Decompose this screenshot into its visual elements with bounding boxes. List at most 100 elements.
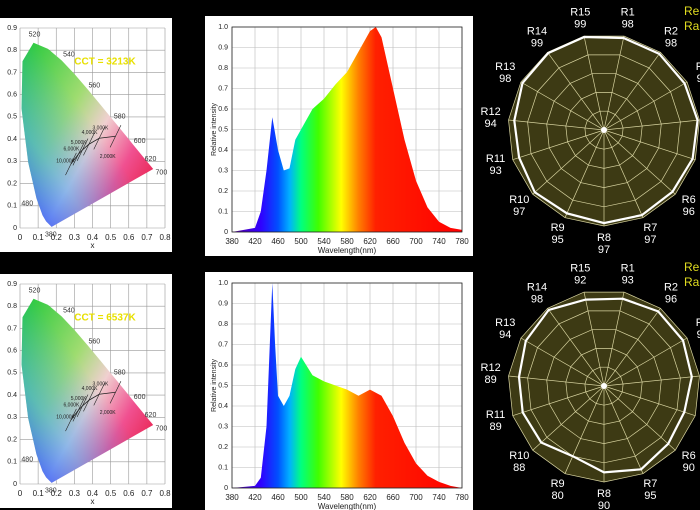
y-tick-label: 0.7	[7, 325, 17, 332]
x-tick-label: 0.4	[87, 233, 99, 242]
radar-ring	[527, 310, 681, 464]
x-tick-label: 0.4	[87, 489, 99, 498]
radar-spoke	[512, 129, 605, 160]
y-tick-label: 0.6	[7, 348, 17, 355]
radar-category-label: R15	[570, 6, 590, 18]
locus-label: 560	[88, 83, 100, 90]
isotherm	[65, 408, 77, 432]
y-tick-label: 0.2	[7, 180, 17, 187]
y-axis-label: Relative intensity	[211, 103, 218, 156]
spectrum-area	[232, 27, 462, 232]
radar-category-label: R11	[486, 153, 505, 165]
spectral-locus-blue	[21, 298, 154, 483]
spectrum-area	[232, 283, 462, 488]
locus-label: 620	[145, 412, 157, 419]
radar-value-label: 94	[484, 118, 496, 130]
radar-spoke	[520, 337, 605, 387]
radar-spoke	[564, 385, 605, 474]
radar-category-label: R13	[495, 61, 515, 73]
radar-value-label: 97	[598, 244, 610, 256]
radar-category-label: R7	[643, 222, 657, 234]
radar-spoke	[603, 36, 625, 131]
x-tick-label: 540	[317, 493, 331, 502]
radar-value-label: 99	[531, 38, 543, 50]
x-tick-label: 700	[409, 493, 423, 502]
radar-value-label: 97	[513, 206, 525, 218]
y-tick-label: 0.7	[218, 341, 228, 348]
x-tick-label: 0.3	[69, 233, 81, 242]
x-tick-label: 0.5	[105, 233, 117, 242]
y-tick-label: 0.9	[218, 300, 228, 307]
radar-spoke	[520, 81, 605, 131]
radar-value-label: 90	[683, 462, 695, 474]
radar-value-label: 98	[622, 18, 634, 30]
locus-label: 580	[114, 114, 126, 121]
x-tick-label: 0	[18, 233, 23, 242]
x-tick-label: 780	[455, 493, 469, 502]
isotherm-label: 4,000K	[82, 386, 99, 392]
x-axis-label: x	[91, 241, 95, 250]
y-tick-label: 1.0	[218, 280, 228, 287]
radar-spoke	[547, 308, 605, 387]
x-tick-label: 0.3	[69, 489, 81, 498]
x-tick-label: 620	[363, 493, 377, 502]
x-tick-label: 0.1	[33, 489, 45, 498]
radar-value-label: 95	[552, 234, 564, 246]
radar-value-label: 94	[499, 329, 511, 341]
radar-spoke	[603, 81, 688, 131]
radar-ring	[584, 366, 624, 406]
isotherm-label: 6,000K	[64, 402, 81, 408]
x-tick-label: 460	[271, 493, 285, 502]
isotherm-label: 3,000K	[93, 125, 110, 131]
radar-value-label: 97	[697, 73, 700, 85]
x-tick-label: 620	[363, 237, 377, 246]
radar-category-label: R2	[664, 282, 678, 294]
radar-value-label: 80	[552, 490, 564, 502]
isotherm-label: 2,000K	[100, 410, 117, 416]
isotherm	[76, 394, 89, 418]
radar-spoke	[508, 375, 605, 387]
isotherm	[83, 388, 95, 412]
x-tick-label: 0.6	[123, 233, 135, 242]
x-tick-label: 0.6	[123, 489, 135, 498]
x-tick-label: 0	[18, 489, 23, 498]
radar-category-label: R3	[696, 317, 700, 329]
x-tick-label: 460	[271, 237, 285, 246]
y-tick-label: 0.8	[218, 321, 228, 328]
locus-label: 480	[21, 456, 33, 463]
radar-value-label: 89	[484, 374, 496, 386]
x-tick-label: 0.5	[105, 489, 117, 498]
isotherm-label: 6,000K	[64, 146, 81, 152]
radar-series	[517, 297, 693, 474]
radar-spoke	[583, 36, 605, 131]
x-axis-label: Wavelength(nm)	[318, 502, 377, 510]
y-tick-label: 0.1	[218, 208, 228, 215]
x-tick-label: 0.2	[51, 233, 63, 242]
radar-spoke	[583, 292, 605, 387]
x-tick-label: 780	[455, 237, 469, 246]
radar-value-label: 97	[644, 234, 656, 246]
radar-category-label: R6	[682, 194, 696, 206]
x-axis-label: Wavelength(nm)	[318, 246, 377, 255]
x-tick-label: 740	[432, 493, 446, 502]
radar-ring	[565, 92, 643, 169]
x-tick-label: 0.8	[159, 233, 171, 242]
y-tick-label: 0.4	[218, 147, 228, 154]
radar-series	[513, 35, 699, 225]
radar-value-label: 88	[513, 462, 525, 474]
y-tick-label: 0	[13, 481, 17, 488]
locus-label: 540	[63, 52, 75, 59]
isotherm-label: 5,000K	[71, 140, 88, 146]
radar-category-label: R15	[570, 262, 590, 274]
radar-category-label: R8	[597, 232, 611, 244]
x-tick-label: 0.7	[141, 233, 153, 242]
locus-label: 520	[29, 288, 41, 295]
radar-category-label: R7	[643, 478, 657, 490]
radar-spoke	[603, 375, 700, 387]
radar-category-label: R14	[527, 26, 547, 38]
isotherm	[72, 398, 85, 422]
radar-ring	[527, 54, 681, 208]
locus-label: 380	[45, 488, 57, 495]
radar-value-label: 95	[697, 329, 700, 341]
